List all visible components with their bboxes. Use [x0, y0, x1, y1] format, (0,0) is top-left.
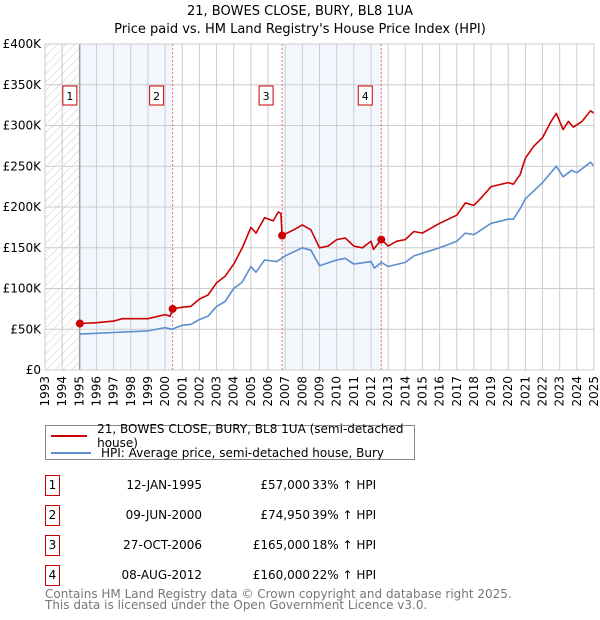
legend-item-hpi: HPI: Average price, semi-detached house,…: [51, 445, 384, 461]
sale-hpi-change: 18% ↑ HPI: [312, 538, 377, 552]
x-tick-label: 2005: [244, 376, 258, 407]
x-tick-label: 2022: [536, 376, 550, 407]
sale-date: 27-OCT-2006: [123, 538, 202, 552]
sale-row: 2 09-JUN-2000 £74,950 39% ↑ HPI: [45, 505, 445, 527]
sale-label-box: [149, 85, 165, 106]
x-tick-label: 2001: [175, 376, 189, 407]
y-tick-label: £150K: [3, 241, 43, 255]
x-tick-label: 2007: [278, 376, 292, 407]
sale-marker-number: 2: [45, 505, 60, 526]
sale-label-box: [357, 85, 373, 106]
y-tick-label: £200K: [3, 200, 43, 214]
x-tick-label: 1994: [55, 376, 69, 407]
sale-date: 12-JAN-1995: [126, 478, 202, 492]
sale-label-number: 2: [153, 90, 160, 103]
y-tick-label: £400K: [3, 37, 43, 51]
x-tick-label: 2020: [501, 376, 515, 407]
sale-marker-number: 3: [45, 535, 60, 556]
sale-point: [377, 235, 386, 244]
sale-price: £160,000: [252, 568, 310, 582]
y-tick-label: £300K: [3, 119, 43, 133]
footer: Contains HM Land Registry data © Crown c…: [45, 587, 512, 612]
x-tick-label: 2012: [364, 376, 378, 407]
sale-price: £74,950: [260, 508, 310, 522]
x-tick-label: 1993: [38, 376, 52, 407]
sale-row: 3 27-OCT-2006 £165,000 18% ↑ HPI: [45, 535, 445, 557]
sale-row: 4 08-AUG-2012 £160,000 22% ↑ HPI: [45, 565, 445, 587]
x-tick-label: 1995: [72, 376, 86, 407]
legend-swatch-blue: [51, 452, 91, 454]
legend-label: HPI: Average price, semi-detached house,…: [101, 446, 384, 460]
x-tick-label: 2025: [587, 376, 600, 407]
x-tick-label: 1998: [124, 376, 138, 407]
x-tick-label: 2014: [398, 376, 412, 407]
x-tick-label: 1996: [89, 376, 103, 407]
x-tick-label: 1999: [141, 376, 155, 407]
sale-price: £57,000: [260, 478, 310, 492]
x-tick-label: 1997: [107, 376, 121, 407]
sale-point: [278, 231, 287, 240]
sale-label-number: 1: [66, 90, 73, 103]
sale-date: 09-JUN-2000: [125, 508, 202, 522]
x-tick-label: 2021: [518, 376, 532, 407]
chart-title: 21, BOWES CLOSE, BURY, BL8 1UA: [187, 4, 413, 19]
x-tick-label: 2017: [450, 376, 464, 407]
x-tick-label: 2006: [261, 376, 275, 407]
chart-subtitle: Price paid vs. HM Land Registry's House …: [114, 22, 486, 37]
x-tick-label: 2015: [415, 376, 429, 407]
sale-hpi-change: 39% ↑ HPI: [312, 508, 377, 522]
sale-hpi-change: 22% ↑ HPI: [312, 568, 377, 582]
x-tick-label: 2018: [467, 376, 481, 407]
footer-copyright: Contains HM Land Registry data © Crown c…: [45, 587, 512, 601]
x-tick-label: 2008: [295, 376, 309, 407]
x-tick-label: 2019: [484, 376, 498, 407]
series-line: [79, 161, 595, 335]
sale-label-box: [258, 85, 274, 106]
x-tick-label: 2009: [313, 376, 327, 407]
sale-point: [75, 319, 84, 328]
sale-date: 08-AUG-2012: [121, 568, 203, 582]
y-tick-label: £350K: [3, 78, 43, 92]
legend-item-property: 21, BOWES CLOSE, BURY, BL8 1UA (semi-det…: [51, 422, 414, 450]
y-tick-label: £250K: [3, 159, 43, 173]
x-tick-label: 2013: [381, 376, 395, 407]
x-tick-label: 2011: [347, 376, 361, 407]
sale-label-box: [62, 85, 78, 106]
footer-licence: This data is licensed under the Open Gov…: [45, 598, 428, 612]
sale-marker-number: 1: [45, 475, 60, 496]
legend-label: 21, BOWES CLOSE, BURY, BL8 1UA (semi-det…: [97, 422, 404, 450]
sale-hpi-change: 33% ↑ HPI: [312, 478, 377, 492]
plot-frame: [44, 43, 595, 371]
x-tick-label: 2023: [553, 376, 567, 407]
y-tick-label: £50K: [10, 322, 42, 336]
y-tick-label: £100K: [3, 282, 43, 296]
sale-label-number: 4: [362, 90, 369, 103]
x-tick-label: 2010: [330, 376, 344, 407]
legend-swatch-red: [51, 435, 88, 437]
sale-price: £165,000: [252, 538, 310, 552]
sale-point: [168, 304, 177, 313]
x-tick-label: 2003: [210, 376, 224, 407]
sale-label-number: 3: [263, 90, 270, 103]
x-tick-label: 2000: [158, 376, 172, 407]
y-tick-label: £0: [26, 363, 41, 377]
legend: 21, BOWES CLOSE, BURY, BL8 1UA (semi-det…: [45, 422, 415, 461]
sale-row: 1 12-JAN-1995 £57,000 33% ↑ HPI: [45, 475, 445, 497]
x-tick-label: 2024: [570, 376, 584, 407]
x-tick-label: 2004: [227, 376, 241, 407]
price-chart: 21, BOWES CLOSE, BURY, BL8 1UA Price paid…: [3, 4, 600, 407]
sale-marker-number: 4: [45, 565, 60, 586]
x-tick-label: 2002: [192, 376, 206, 407]
series-line: [79, 110, 595, 325]
x-tick-label: 2016: [433, 376, 447, 407]
